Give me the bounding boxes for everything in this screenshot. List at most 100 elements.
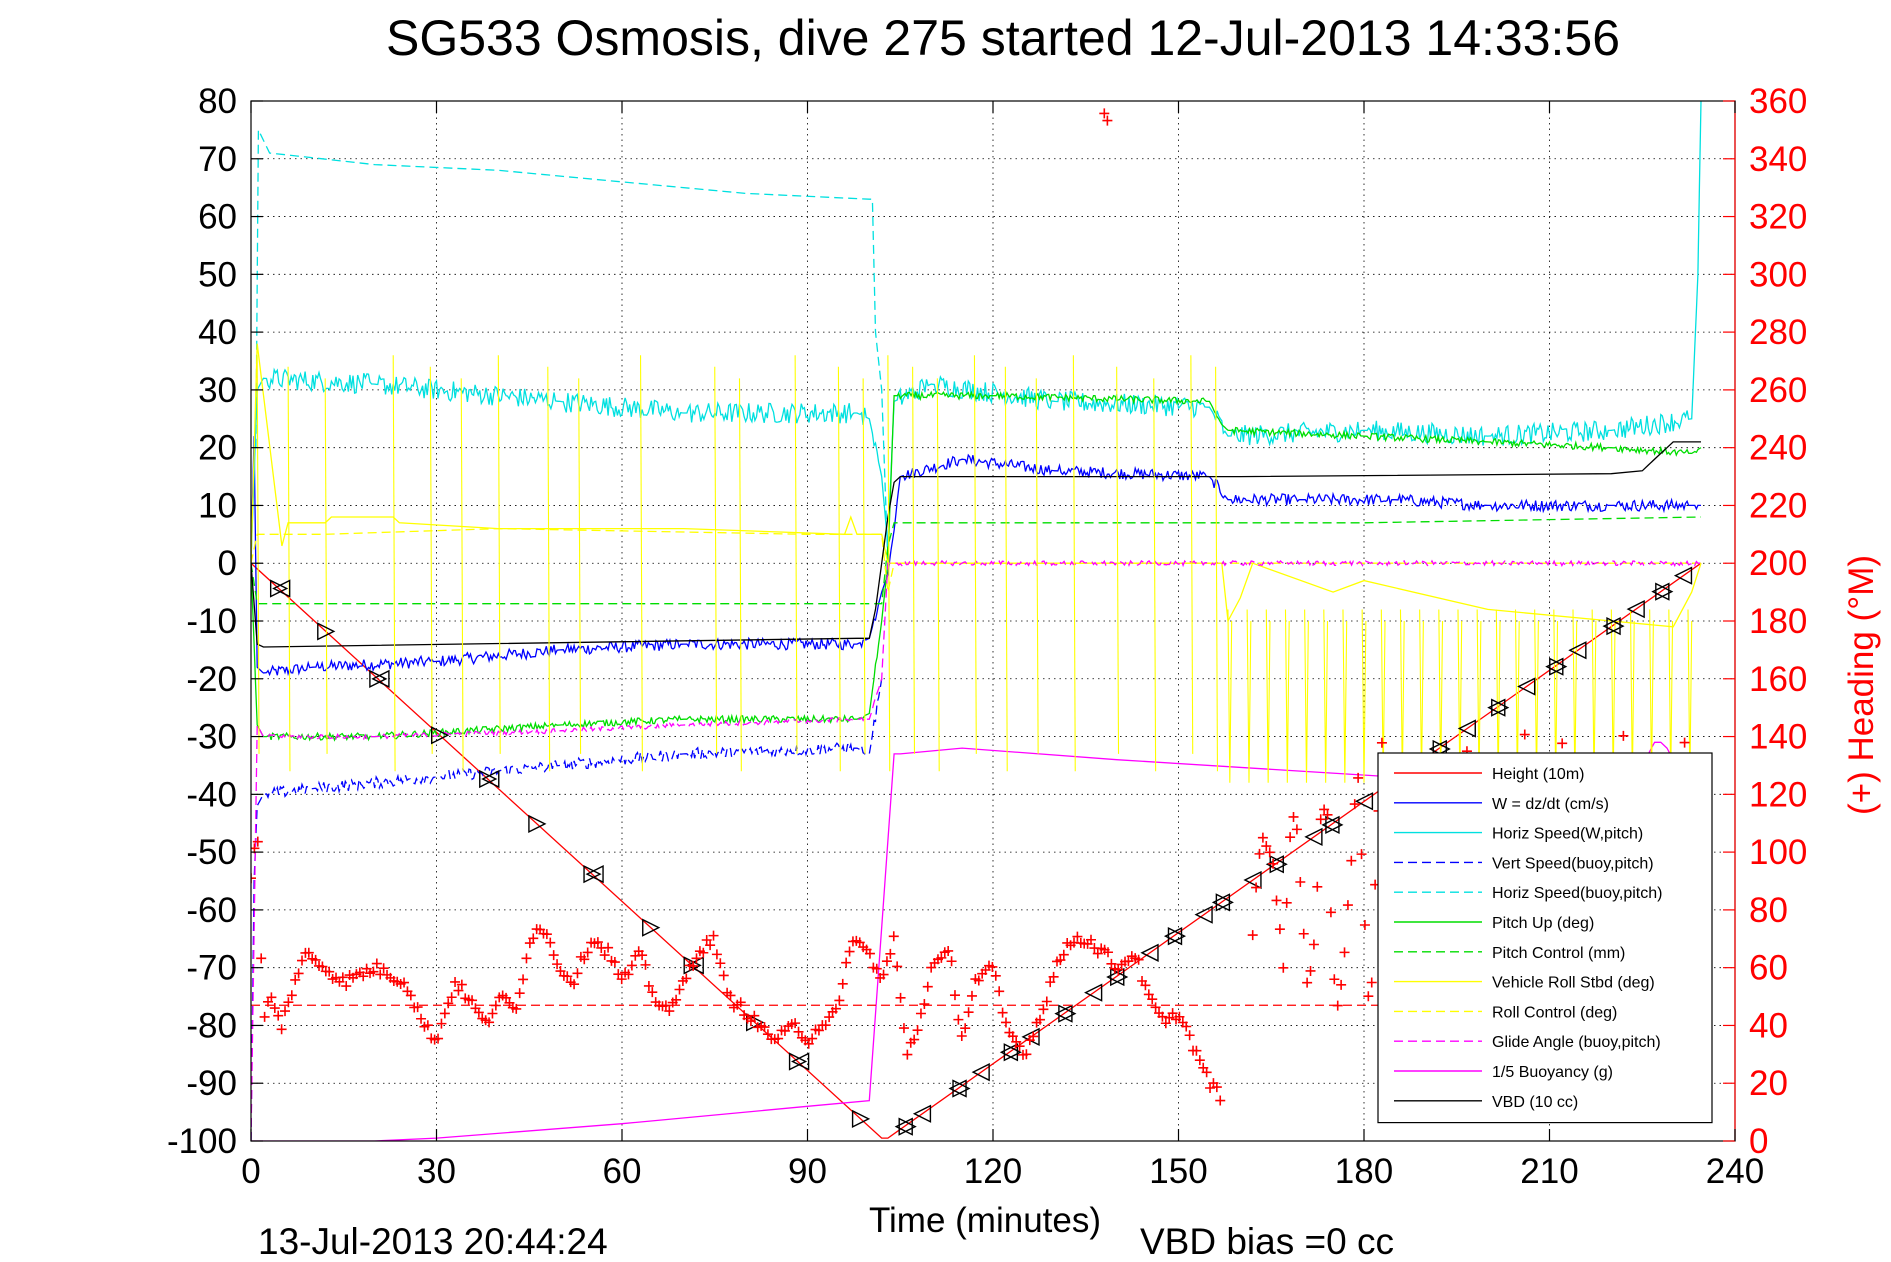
heading-point bbox=[1099, 108, 1110, 119]
heading-point bbox=[1058, 949, 1069, 960]
y2-tick-label: 200 bbox=[1749, 544, 1807, 583]
profile-marker bbox=[685, 956, 704, 975]
heading-point bbox=[1359, 919, 1370, 930]
heading-point bbox=[1291, 824, 1302, 835]
heading-point bbox=[966, 990, 977, 1001]
heading-point bbox=[1102, 115, 1113, 126]
heading-point bbox=[1045, 977, 1056, 988]
heading-point bbox=[1295, 876, 1306, 887]
profile-marker bbox=[1517, 677, 1536, 696]
heading-point bbox=[1092, 948, 1103, 959]
legend-label: 1/5 Buoyancy (g) bbox=[1492, 1064, 1613, 1081]
heading-point bbox=[885, 948, 896, 959]
heading-point bbox=[1000, 1017, 1011, 1028]
heading-point bbox=[572, 968, 583, 979]
heading-point bbox=[718, 970, 729, 981]
heading-point bbox=[1147, 994, 1158, 1005]
heading-point bbox=[1679, 737, 1690, 748]
heading-point bbox=[1194, 1055, 1205, 1066]
heading-point bbox=[371, 958, 382, 969]
heading-point bbox=[1251, 882, 1262, 893]
heading-point bbox=[1264, 847, 1275, 858]
heading-point bbox=[1329, 974, 1340, 985]
profile-marker bbox=[1058, 1004, 1077, 1023]
heading-point bbox=[1257, 832, 1268, 843]
heading-point bbox=[582, 947, 593, 958]
roll-spike bbox=[497, 355, 501, 754]
profile-marker bbox=[1265, 855, 1284, 874]
legend-box bbox=[1377, 752, 1713, 1124]
heading-point bbox=[745, 1016, 756, 1027]
x-tick-label: 90 bbox=[788, 1152, 827, 1191]
heading-point bbox=[280, 1006, 291, 1017]
heading-point bbox=[1254, 848, 1265, 859]
heading-point bbox=[909, 1034, 920, 1045]
heading-point bbox=[943, 945, 954, 956]
heading-point bbox=[688, 960, 699, 971]
heading-point bbox=[293, 968, 304, 979]
roll-spike-ascent bbox=[1304, 609, 1309, 783]
heading-point bbox=[647, 987, 658, 998]
heading-point bbox=[1319, 804, 1330, 815]
profile-marker bbox=[952, 1079, 971, 1098]
heading-point bbox=[820, 1020, 831, 1031]
profile-markers bbox=[269, 566, 1693, 1136]
heading-point bbox=[1215, 1095, 1226, 1106]
y-tick-label: 20 bbox=[198, 429, 237, 468]
heading-point bbox=[1312, 881, 1323, 892]
heading-point bbox=[1113, 964, 1124, 975]
profile-marker bbox=[479, 769, 498, 789]
heading-point bbox=[1201, 1067, 1212, 1078]
y2-tick-label: 340 bbox=[1749, 140, 1807, 179]
y-tick-label: 40 bbox=[198, 313, 237, 352]
heading-point bbox=[341, 981, 352, 992]
y-tick-label: -80 bbox=[186, 1006, 237, 1045]
roll-spike-ascent bbox=[1227, 609, 1233, 783]
heading-point bbox=[1041, 996, 1052, 1007]
heading-point bbox=[902, 1049, 913, 1060]
profile-marker bbox=[369, 669, 388, 689]
series-line-11 bbox=[251, 441, 1701, 648]
roll-spike bbox=[1116, 366, 1120, 754]
heading-point bbox=[946, 956, 957, 967]
heading-point bbox=[1150, 1002, 1161, 1013]
heading-point bbox=[514, 988, 525, 999]
y2-tick-label: 60 bbox=[1749, 949, 1788, 988]
series-line-0 bbox=[251, 562, 1702, 1139]
heading-point bbox=[487, 1008, 498, 1019]
profile-marker bbox=[683, 956, 702, 975]
heading-point bbox=[898, 1023, 909, 1034]
heading-point bbox=[807, 1033, 818, 1044]
heading-point bbox=[1167, 1008, 1178, 1019]
heading-point bbox=[1288, 811, 1299, 822]
y-tick-label: 10 bbox=[198, 486, 237, 525]
heading-point bbox=[1325, 907, 1336, 918]
heading-point bbox=[841, 957, 852, 968]
heading-point bbox=[698, 947, 709, 958]
roll-spike bbox=[973, 355, 977, 754]
roll-spike bbox=[1004, 366, 1008, 772]
legend-label: Height (10m) bbox=[1492, 766, 1584, 783]
heading-point bbox=[266, 992, 277, 1003]
series-line-2 bbox=[251, 101, 1702, 564]
footer-vbd-bias: VBD bias =0 cc bbox=[1140, 1221, 1394, 1262]
profile-marker bbox=[1084, 983, 1103, 1002]
heading-point bbox=[715, 958, 726, 969]
heading-point bbox=[1332, 1000, 1343, 1011]
roll-spike bbox=[1035, 378, 1039, 754]
heading-point bbox=[1055, 955, 1066, 966]
series-line-9 bbox=[251, 559, 1701, 1141]
y2-tick-label: 360 bbox=[1749, 82, 1807, 121]
y-tick-label: -40 bbox=[186, 775, 237, 814]
heading-point bbox=[337, 972, 348, 983]
heading-point bbox=[895, 992, 906, 1003]
heading-point bbox=[399, 977, 410, 988]
profile-marker bbox=[1215, 893, 1234, 912]
heading-point bbox=[871, 963, 882, 974]
profile-marker bbox=[894, 1117, 913, 1136]
profile-marker bbox=[642, 918, 661, 937]
heading-point bbox=[773, 1033, 784, 1044]
heading-point bbox=[749, 1010, 760, 1021]
x-tick-label: 240 bbox=[1706, 1152, 1764, 1191]
profile-marker bbox=[971, 1063, 990, 1082]
